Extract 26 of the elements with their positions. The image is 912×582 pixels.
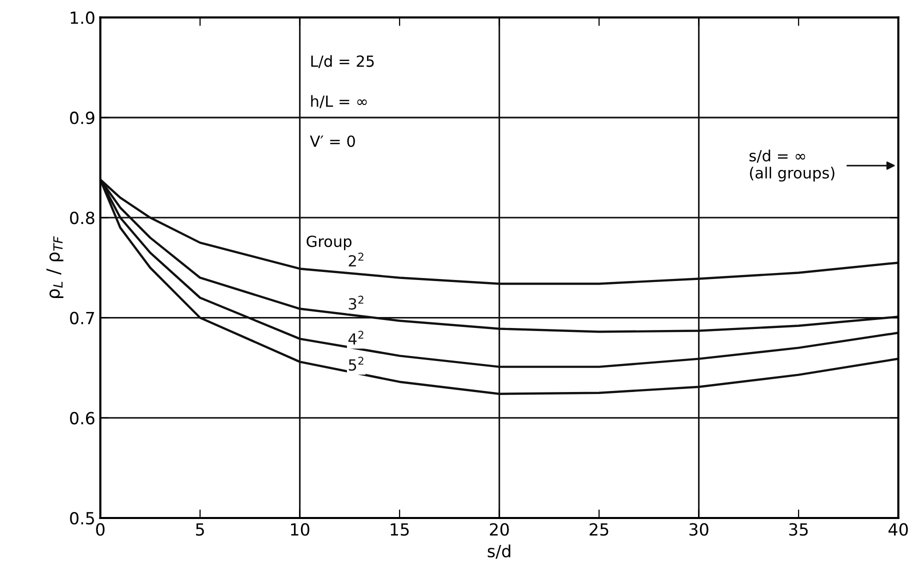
y-tick-label: 0.6 <box>70 412 94 424</box>
y-axis-title: ρ$_{L}$ / ρ$_{TF}$ <box>46 236 64 298</box>
y-tick-label: 0.8 <box>70 212 94 224</box>
series-label: 2$^{2}$ <box>348 252 364 266</box>
x-tick-label: 20 <box>490 523 509 536</box>
x-tick-label: 0 <box>96 523 105 536</box>
x-tick-label: 25 <box>590 523 608 536</box>
y-tick-label: 0.9 <box>70 112 94 124</box>
series-label: 3$^{2}$ <box>348 296 364 310</box>
x-tick-label: 15 <box>390 523 409 536</box>
x-tick-label: 30 <box>689 523 708 536</box>
x-axis-title: s/d <box>488 544 510 559</box>
x-tick-label: 5 <box>196 523 204 536</box>
y-tick-label: 0.7 <box>70 312 94 324</box>
annotation: L/d = 25 <box>311 55 374 68</box>
annotation: V′ = 0 <box>310 135 355 148</box>
annotation: h/L = ∞ <box>311 95 367 108</box>
x-tick-label: 40 <box>888 523 908 536</box>
y-tick-label: 0.5 <box>70 512 94 525</box>
x-tick-label: 10 <box>291 523 310 536</box>
annotation: Group <box>306 236 352 250</box>
annotation: s/d = ∞ (all groups) <box>750 150 834 182</box>
series-label: 4$^{2}$ <box>348 330 364 345</box>
x-tick-label: 35 <box>789 523 808 536</box>
y-tick-label: 1.0 <box>70 11 94 24</box>
series-label: 5$^{2}$ <box>348 356 364 371</box>
